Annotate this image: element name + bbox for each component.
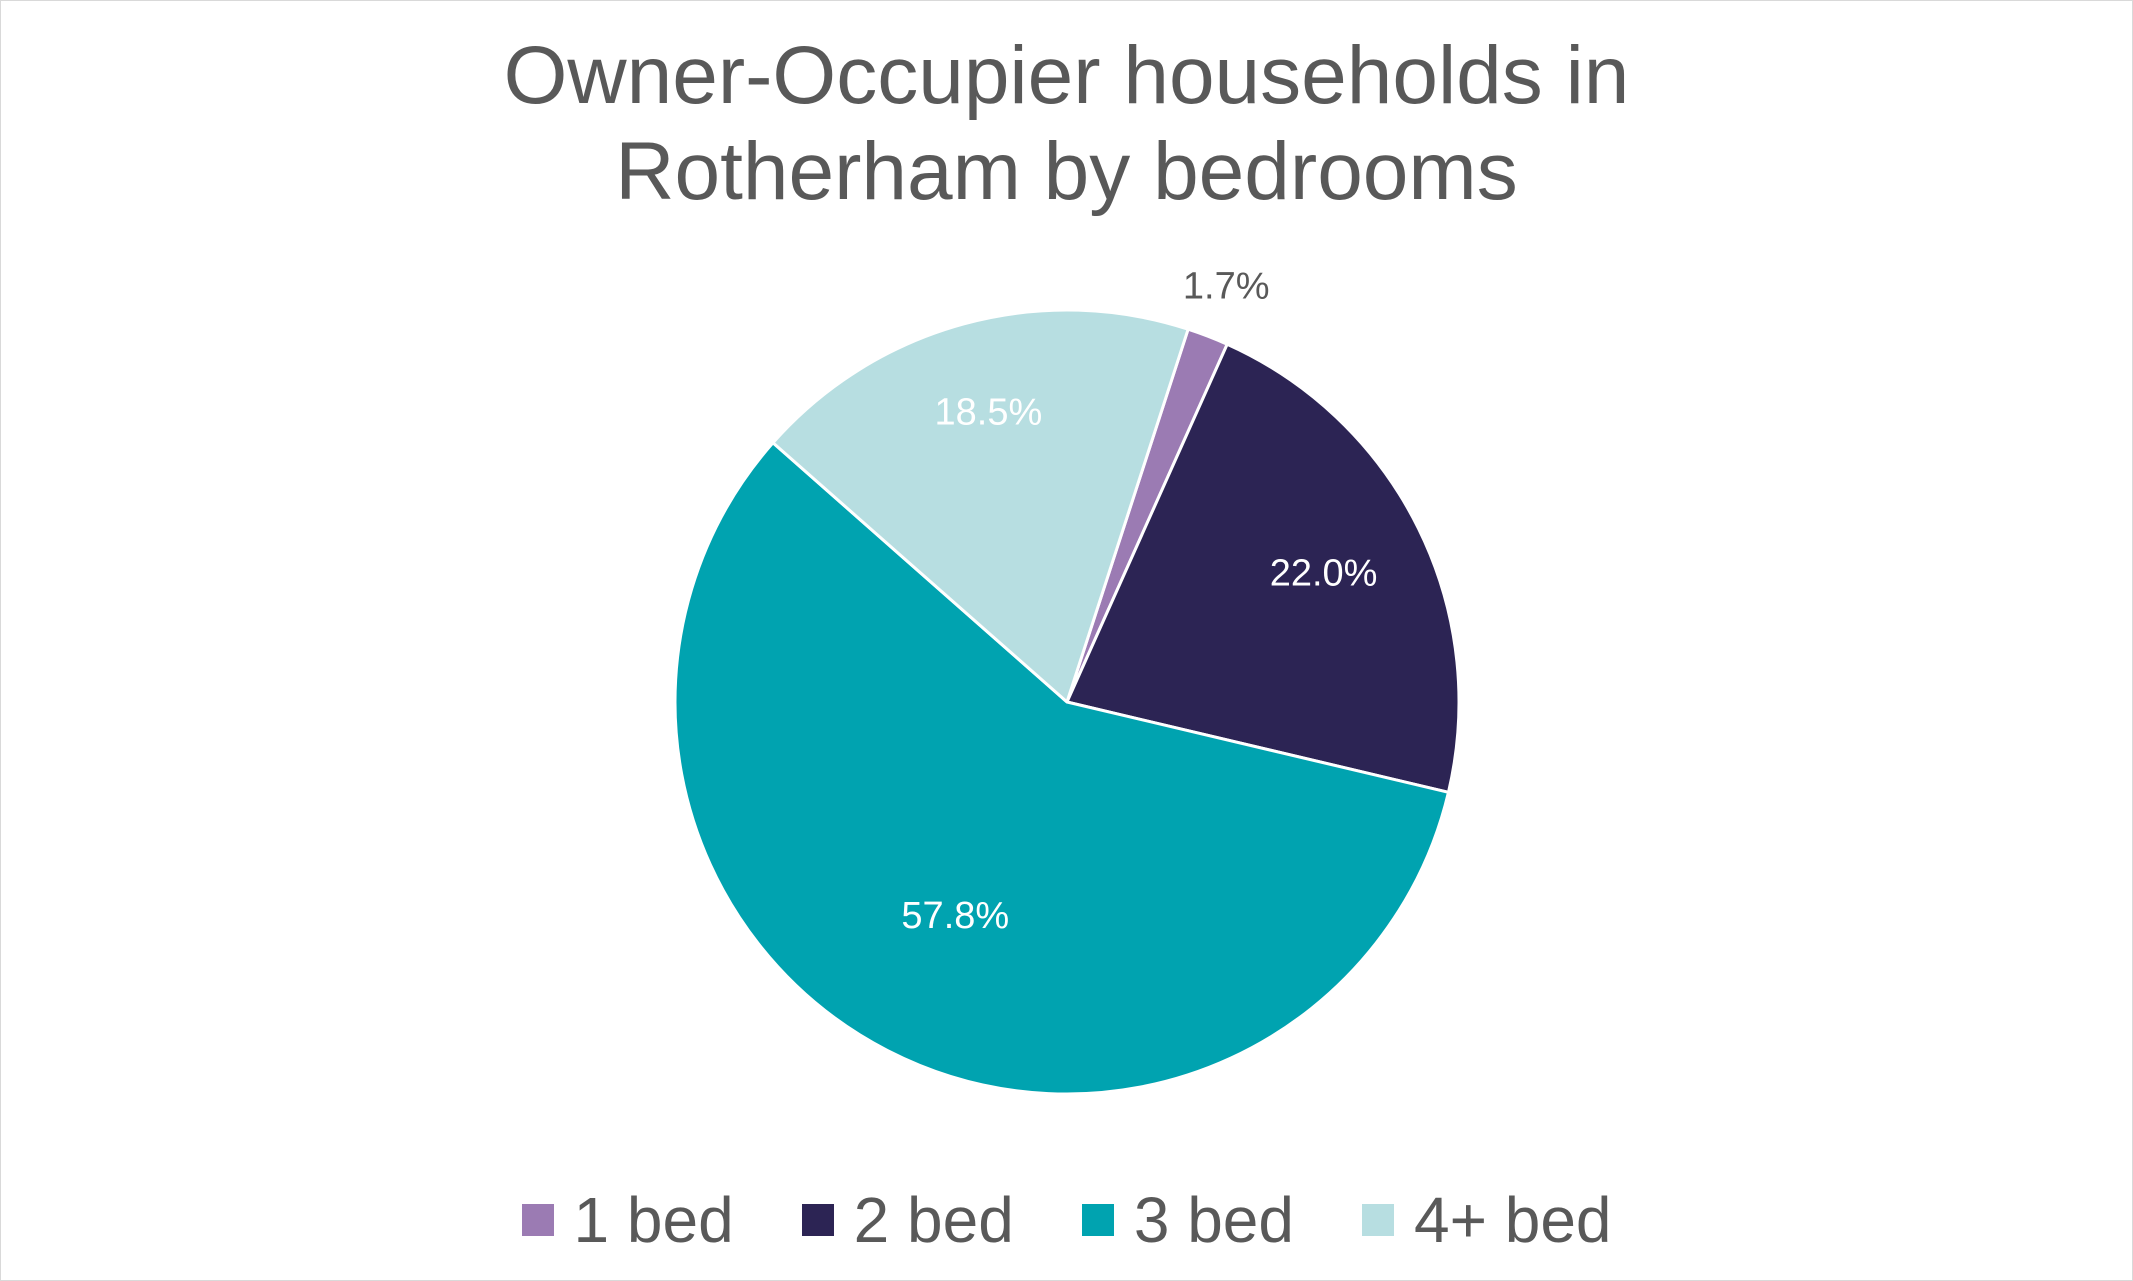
chart-title: Owner-Occupier households in Rotherham b… xyxy=(0,28,2133,220)
chart-title-line-1: Owner-Occupier households in xyxy=(503,30,1630,121)
data-label-3-bed: 57.8% xyxy=(901,895,1009,937)
legend-swatch-2-bed xyxy=(801,1204,834,1236)
legend-item-1-bed: 1 bed xyxy=(521,1184,734,1256)
pie-slices xyxy=(673,308,1461,1096)
legend-label-1-bed: 1 bed xyxy=(573,1184,734,1256)
pie-slice-2-bed xyxy=(1065,342,1461,794)
data-label-4-plus-bed: 18.5% xyxy=(935,392,1043,434)
legend-item-3-bed: 3 bed xyxy=(1081,1184,1294,1256)
pie-slice-3-bed xyxy=(673,441,1450,1096)
pie-data-labels: 1.7% 22.0% 57.8% 18.5% xyxy=(901,266,1377,937)
legend-item-4-plus-bed: 4+ bed xyxy=(1361,1184,1612,1256)
legend: 1 bed 2 bed 3 bed 4+ bed xyxy=(0,1184,2133,1256)
pie-slice-4-plus-bed xyxy=(771,308,1190,704)
legend-swatch-4-plus-bed xyxy=(1361,1204,1394,1236)
legend-swatch-1-bed xyxy=(521,1204,554,1236)
legend-label-2-bed: 2 bed xyxy=(853,1184,1014,1256)
legend-item-2-bed: 2 bed xyxy=(801,1184,1014,1256)
data-label-1-bed: 1.7% xyxy=(1183,266,1270,308)
legend-swatch-3-bed xyxy=(1081,1204,1114,1236)
chart-title-line-2: Rotherham by bedrooms xyxy=(615,126,1518,217)
legend-label-3-bed: 3 bed xyxy=(1133,1184,1294,1256)
legend-label-4-plus-bed: 4+ bed xyxy=(1413,1184,1612,1256)
data-label-2-bed: 22.0% xyxy=(1270,552,1378,594)
